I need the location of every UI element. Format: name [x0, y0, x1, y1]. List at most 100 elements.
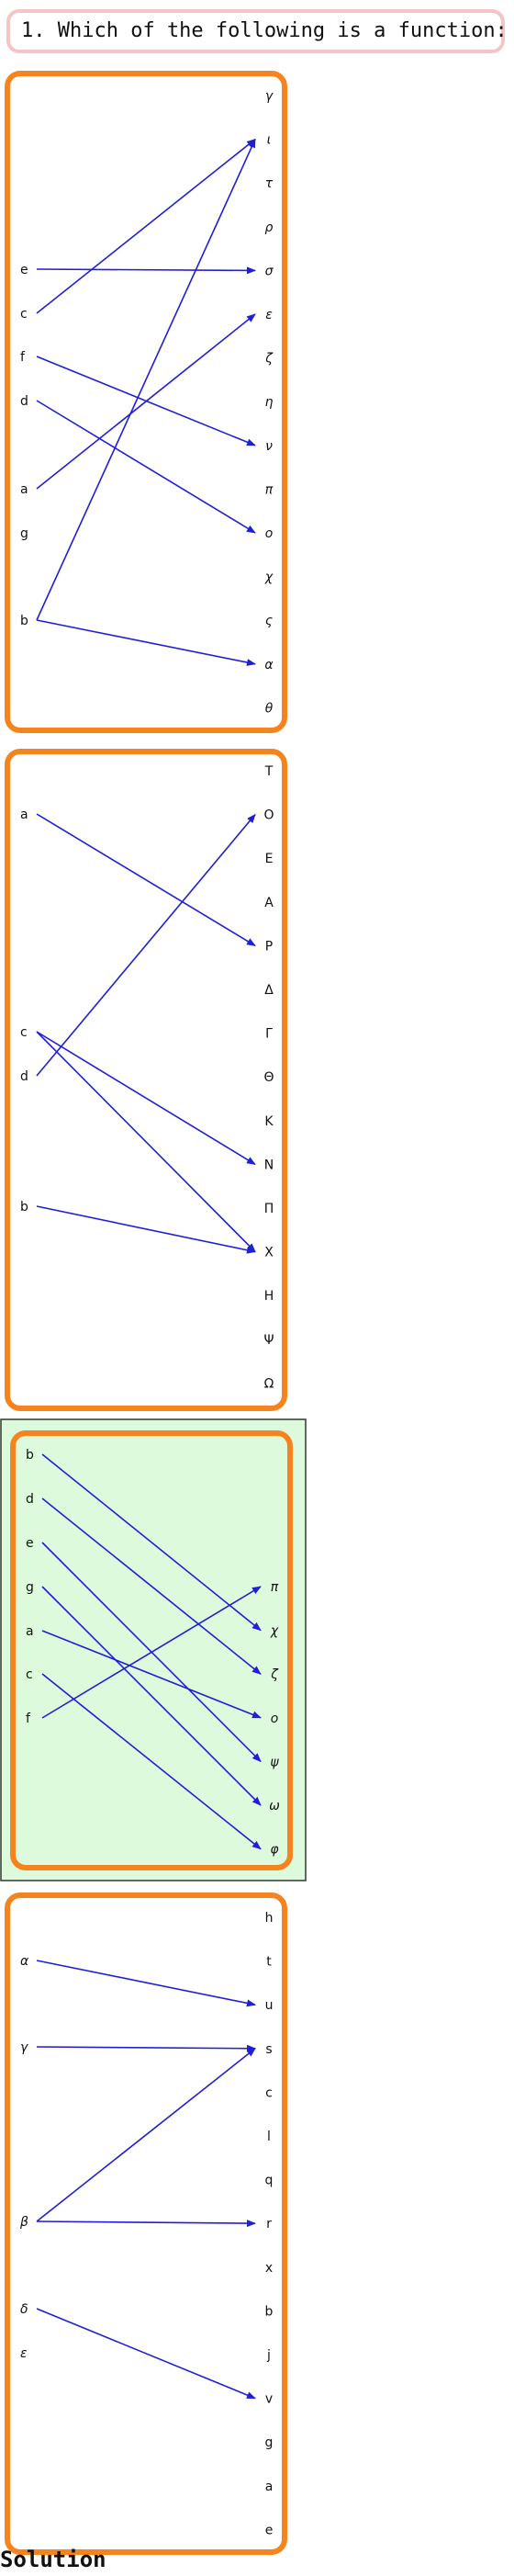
codomain-label: ψ: [270, 1755, 279, 1769]
mapping-arrow: [36, 400, 256, 534]
codomain-label: Θ: [263, 1070, 274, 1085]
mapping-arrow: [41, 1453, 262, 1632]
mapping-arrow: [36, 2048, 256, 2222]
domain-label: α: [20, 1954, 29, 1969]
codomain-label: Ψ: [263, 1333, 274, 1348]
codomain-label: γ: [265, 89, 274, 104]
codomain-label: π: [265, 482, 274, 497]
codomain-label: T: [264, 764, 274, 779]
domain-label: e: [26, 1536, 34, 1551]
domain-label: a: [20, 808, 28, 822]
codomain-label: P: [265, 939, 273, 954]
codomain-label: s: [265, 2042, 272, 2057]
codomain-label: Δ: [264, 983, 274, 998]
codomain-label: ζ: [264, 352, 274, 367]
mapping-arrow: [36, 813, 256, 947]
codomain-label: h: [265, 1911, 274, 1926]
domain-label: a: [26, 1624, 34, 1639]
mapping-diagram-3: b d e g a c f π χ ζ o ψ ω φ: [0, 1418, 307, 1881]
codomain-label: φ: [270, 1843, 279, 1858]
codomain-label: e: [265, 2523, 274, 2537]
domain-label: β: [19, 2215, 28, 2230]
domain-label: d: [20, 394, 28, 409]
codomain-label: ε: [265, 308, 273, 322]
mapping-arrow: [36, 1031, 256, 1253]
domain-label: g: [20, 526, 28, 541]
mapping-arrow: [41, 1586, 262, 1719]
codomain-label: η: [265, 395, 274, 410]
domain-label: c: [20, 307, 28, 322]
mapping-arrow: [41, 1497, 262, 1675]
codomain-label: α: [264, 658, 274, 672]
mapping-diagram-2: a c d b T O E A P Δ Γ Θ K N Π X H Ψ Ω: [5, 749, 287, 1411]
solution-heading: Solution: [0, 2547, 106, 2572]
codomain-label: ζ: [270, 1667, 279, 1682]
mapping-diagram-4: α γ β δ ε h t u s c l q r x b j v g a e: [5, 1892, 287, 2555]
domain-label: b: [20, 1200, 28, 1215]
codomain-label: o: [271, 1712, 279, 1726]
codomain-label: o: [265, 526, 274, 541]
mapping-arrow: [36, 138, 256, 621]
mapping-arrow: [36, 1031, 256, 1166]
domain-label: c: [26, 1667, 33, 1682]
codomain-label: K: [264, 1114, 274, 1129]
mapping-arrow: [36, 2308, 256, 2400]
domain-label: a: [20, 482, 28, 497]
mapping-arrow: [36, 1205, 256, 1254]
mapping-arrow: [36, 2220, 256, 2228]
mapping-arrow: [36, 313, 256, 490]
codomain-label: ι: [267, 133, 272, 148]
domain-label: γ: [20, 2040, 28, 2055]
domain-label: f: [26, 1712, 31, 1726]
codomain-label: χ: [270, 1624, 279, 1639]
codomain-label: A: [264, 896, 274, 910]
codomain-label: b: [265, 2304, 274, 2319]
mapping-arrow: [36, 2044, 256, 2052]
mapping-arrow: [36, 619, 256, 666]
diagram-frame: [5, 1892, 287, 2555]
codomain-label: j: [266, 2348, 271, 2363]
codomain-label: u: [265, 1998, 274, 2013]
codomain-label: t: [266, 1955, 272, 1970]
codomain-label: ω: [269, 1799, 280, 1813]
mapping-arrow: [36, 1960, 256, 2007]
domain-label: δ: [20, 2302, 28, 2317]
mapping-diagram-1: e c f d a g b γ ι τ ρ σ ε ζ η ν π o χ ς α θ: [5, 71, 287, 733]
mapping-arrow: [36, 138, 256, 314]
codomain-label: X: [264, 1246, 274, 1260]
codomain-label: N: [264, 1158, 274, 1172]
codomain-label: Π: [264, 1202, 274, 1216]
domain-label: f: [20, 350, 26, 365]
codomain-label: π: [271, 1580, 279, 1595]
mapping-arrow: [36, 266, 256, 275]
domain-label: b: [20, 614, 28, 628]
answer-highlight: [0, 1418, 307, 1881]
codomain-label: g: [265, 2435, 274, 2450]
codomain-label: σ: [265, 264, 274, 278]
codomain-label: c: [265, 2085, 273, 2100]
codomain-label: τ: [265, 176, 274, 191]
codomain-label: O: [263, 808, 274, 823]
mapping-arrow: [41, 1630, 262, 1719]
codomain-label: Ω: [264, 1376, 274, 1391]
codomain-label: q: [265, 2174, 274, 2188]
mapping-arrow: [41, 1673, 262, 1850]
diagram-frame: [5, 71, 287, 733]
domain-label: c: [20, 1025, 28, 1040]
codomain-label: H: [264, 1289, 274, 1304]
codomain-label: a: [265, 2480, 274, 2494]
codomain-label: ρ: [265, 220, 274, 235]
domain-label: d: [26, 1492, 34, 1507]
domain-label: g: [26, 1580, 34, 1595]
domain-label: ε: [20, 2346, 28, 2361]
codomain-label: v: [265, 2392, 273, 2407]
codomain-label: χ: [264, 571, 274, 585]
codomain-label: r: [266, 2217, 272, 2231]
question-text: 1. Which of the following is a function:: [6, 9, 508, 53]
codomain-label: x: [265, 2261, 273, 2276]
diagram-frame: [5, 749, 287, 1411]
domain-label: d: [20, 1069, 28, 1084]
codomain-label: l: [267, 2130, 271, 2144]
mapping-arrow: [36, 813, 256, 1077]
